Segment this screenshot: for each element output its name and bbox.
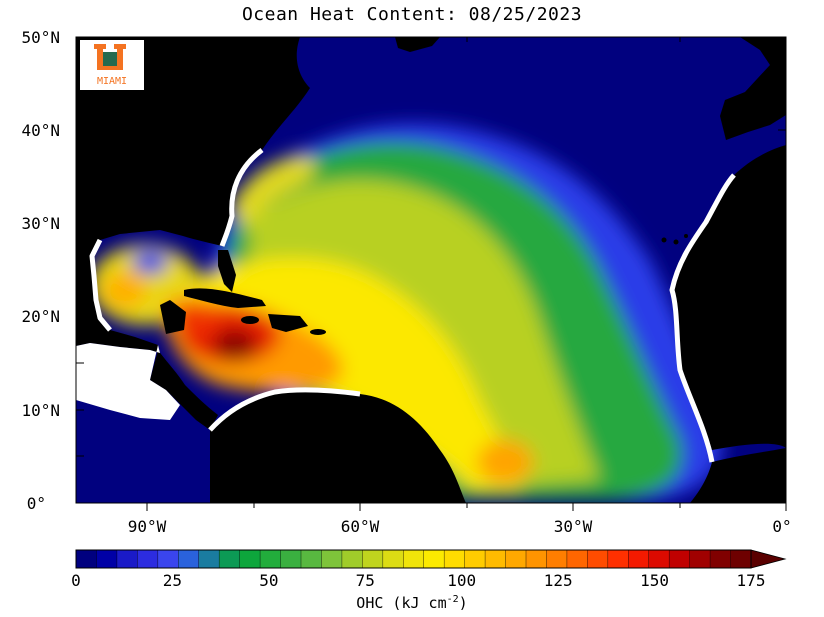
- lat-label: 10°N: [21, 401, 60, 420]
- colorbar-cell: [444, 550, 466, 568]
- lon-label: 0°: [772, 517, 791, 536]
- logo-text: MIAMI: [97, 76, 127, 87]
- colorbar-cell: [566, 550, 588, 568]
- lat-label: 0°: [27, 494, 46, 513]
- colorbar-cell: [301, 550, 322, 568]
- miami-logo: MIAMI: [80, 40, 144, 90]
- colorbar-cell: [587, 550, 609, 568]
- units-text: OHC (kJ cm: [356, 594, 447, 612]
- units-exponent: -2: [446, 594, 459, 605]
- colorbar-cell: [321, 550, 343, 568]
- colorbar-cell: [485, 550, 507, 568]
- lon-labels: 90°W 60°W 30°W 0°: [128, 517, 792, 536]
- lon-label: 30°W: [554, 517, 593, 536]
- lat-label: 20°N: [21, 307, 60, 326]
- colorbar-cell: [505, 550, 527, 568]
- colorbar-cell: [219, 550, 241, 568]
- units-close: ): [458, 594, 468, 612]
- colorbar-cell: [607, 550, 629, 568]
- colorbar-cell: [526, 550, 547, 568]
- colorbar-cell: [648, 550, 670, 568]
- colorbar-arrow: [750, 549, 787, 569]
- colorbar-cell: [260, 550, 282, 568]
- colorbar-cell: [341, 550, 363, 568]
- colorbar-cell: [137, 550, 159, 568]
- colorbar-units: OHC (kJ cm-2): [0, 594, 824, 612]
- colorbar-cell: [669, 550, 691, 568]
- colorbar-cell: [464, 550, 486, 568]
- colorbar-cell: [689, 550, 711, 568]
- land-masses: [76, 37, 786, 503]
- ohc-field: [90, 123, 722, 500]
- colorbar-cell: [423, 550, 445, 568]
- colorbar-cell: [280, 550, 302, 568]
- map-panel: [76, 37, 786, 503]
- colorbar-tick-label: 25: [163, 571, 182, 590]
- map-frame: [75, 36, 787, 504]
- colorbar: 0 25 50 75 100 125 150 175: [71, 549, 787, 590]
- colorbar-tick-label: 75: [356, 571, 375, 590]
- colorbar-cell: [198, 550, 220, 568]
- colorbar-cell: [116, 550, 138, 568]
- lat-labels: 50°N 40°N 30°N 20°N 10°N 0°: [21, 28, 60, 513]
- inner-ticks: [76, 83, 786, 457]
- colorbar-cell: [76, 550, 97, 568]
- colorbar-cell: [382, 550, 404, 568]
- colorbar-cell: [239, 550, 261, 568]
- colorbar-tick-label: 175: [737, 571, 766, 590]
- colorbar-cell: [362, 550, 384, 568]
- lon-label: 60°W: [341, 517, 380, 536]
- colorbar-cell: [403, 550, 425, 568]
- no-data-region: [76, 343, 180, 420]
- colorbar-tick-label: 100: [447, 571, 476, 590]
- colorbar-cell: [730, 550, 752, 568]
- colorbar-cell: [157, 550, 179, 568]
- lon-ticks: [146, 37, 787, 511]
- lon-label: 90°W: [128, 517, 167, 536]
- colorbar-tick-label: 0: [71, 571, 81, 590]
- colorbar-tick-label: 125: [544, 571, 573, 590]
- no-data-fringe: [89, 148, 736, 463]
- lat-label: 40°N: [21, 121, 60, 140]
- colorbar-outline: [75, 549, 752, 569]
- lat-label: 50°N: [21, 28, 60, 47]
- lat-label: 30°N: [21, 214, 60, 233]
- colorbar-tick-label: 50: [259, 571, 278, 590]
- colorbar-cell: [628, 550, 650, 568]
- colorbar-cell: [178, 550, 200, 568]
- colorbar-cell: [96, 550, 118, 568]
- colorbar-cell: [546, 550, 568, 568]
- map-title: Ocean Heat Content: 08/25/2023: [241, 4, 583, 25]
- colorbar-tick-label: 150: [640, 571, 669, 590]
- colorbar-cell: [710, 550, 732, 568]
- u-logo-icon: [94, 44, 126, 70]
